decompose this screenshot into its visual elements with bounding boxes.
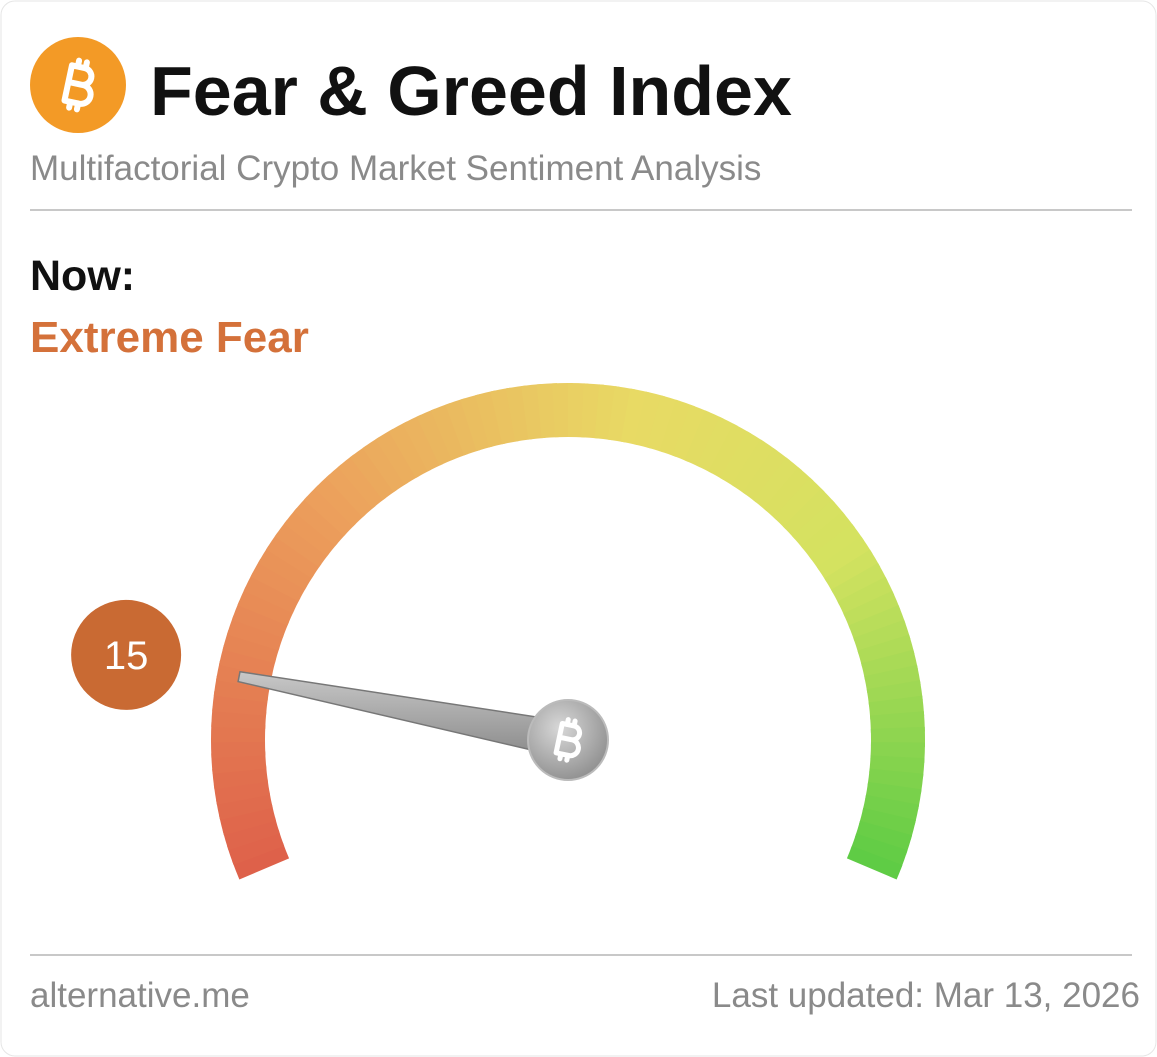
hub-logo-glyph: [553, 717, 583, 763]
gauge-segment: [846, 845, 903, 880]
last-updated: Last updated: Mar 13, 2026: [712, 976, 1140, 1015]
bitcoin-logo: [30, 37, 126, 133]
subtitle: Multifactorial Crypto Market Sentiment A…: [30, 149, 761, 188]
title: Fear & Greed Index: [150, 52, 792, 130]
hub-logo: [553, 717, 583, 763]
value-badge: [71, 599, 182, 710]
gauge: 15: [71, 383, 925, 880]
classification: Extreme Fear: [30, 313, 309, 362]
source: alternative.me: [30, 976, 250, 1015]
value-label: 15: [104, 634, 149, 678]
now-label: Now:: [30, 252, 135, 300]
